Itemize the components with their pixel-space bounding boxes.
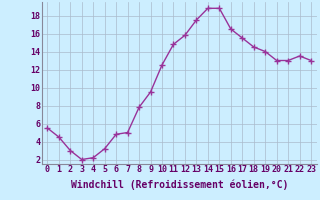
X-axis label: Windchill (Refroidissement éolien,°C): Windchill (Refroidissement éolien,°C) <box>70 180 288 190</box>
